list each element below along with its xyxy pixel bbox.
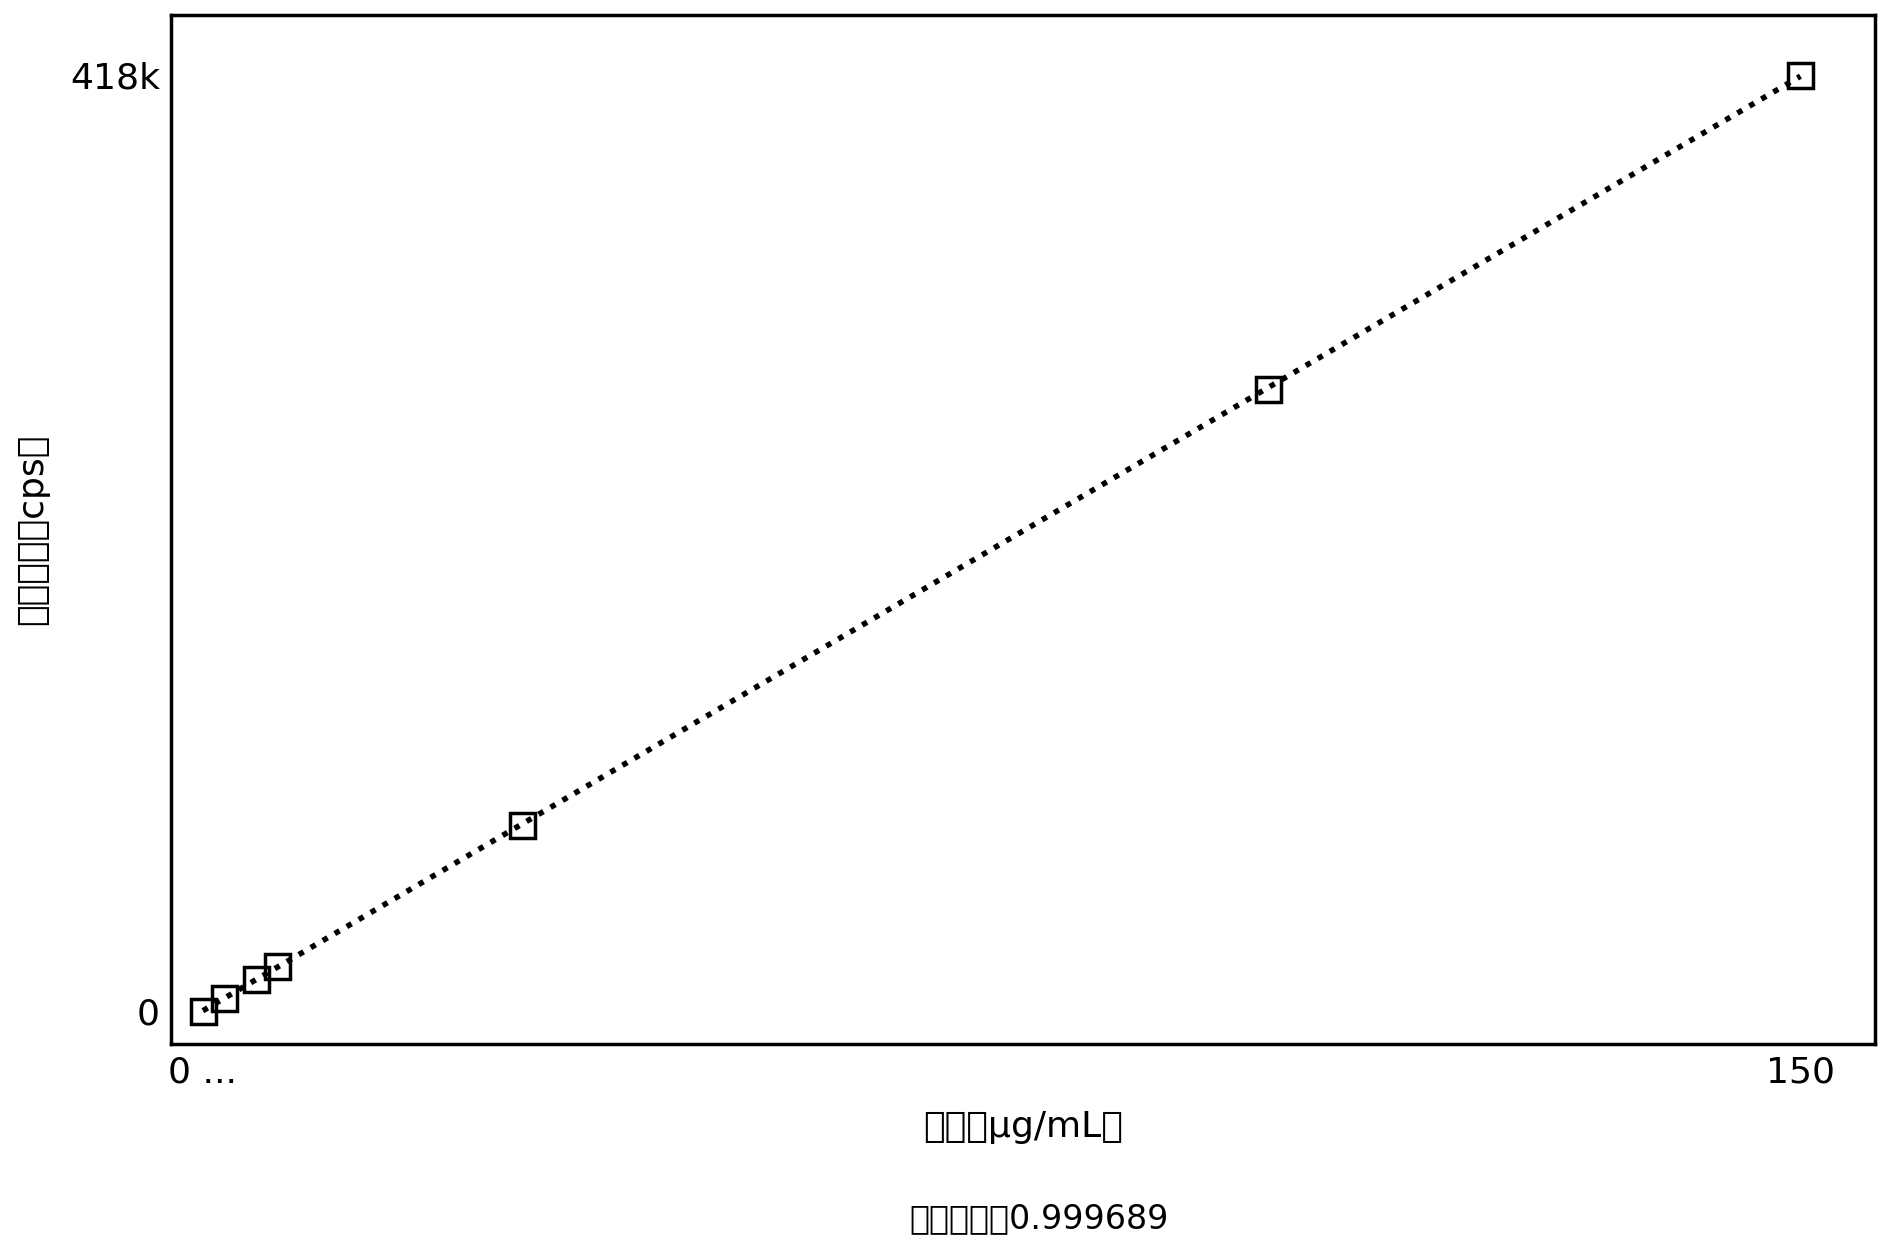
X-axis label: 浓度（μg/mL）: 浓度（μg/mL）	[922, 1110, 1122, 1144]
Y-axis label: 发射强度（cps）: 发射强度（cps）	[15, 433, 49, 625]
Text: 校正系数：0.999689: 校正系数：0.999689	[909, 1202, 1169, 1236]
